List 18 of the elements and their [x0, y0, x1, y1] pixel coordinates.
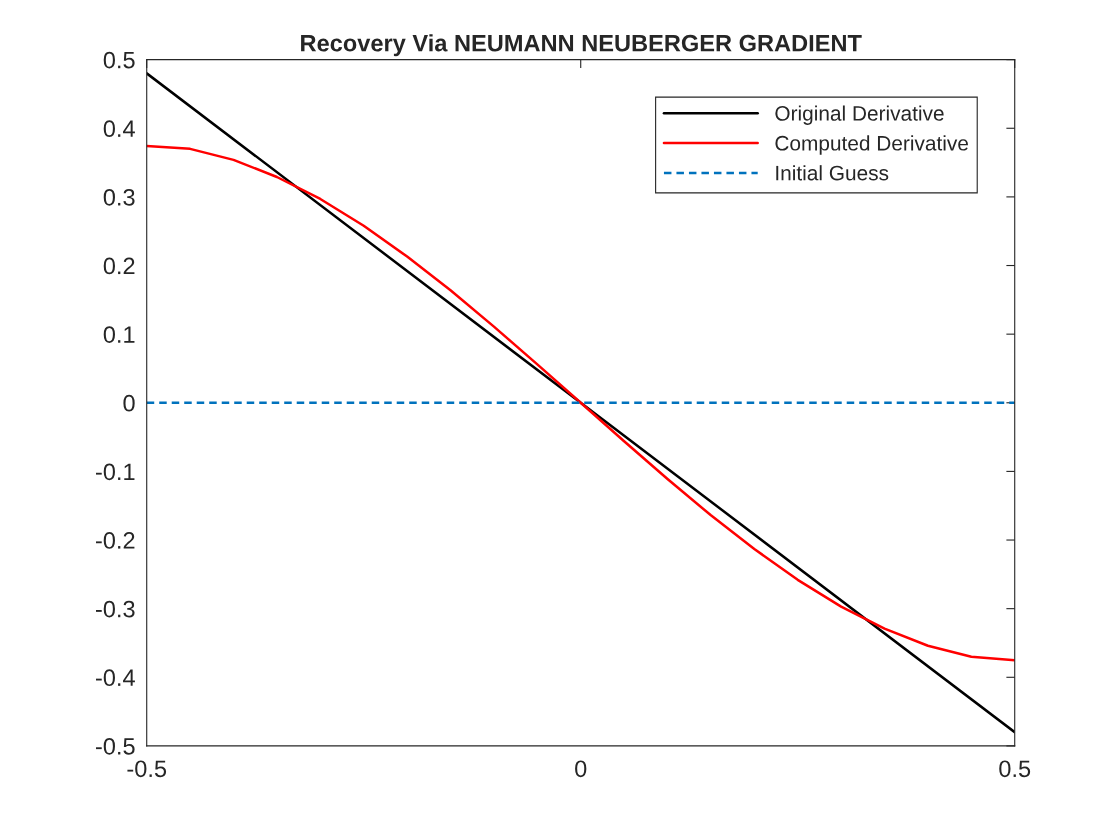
y-tick-label: -0.5 — [95, 737, 135, 755]
x-tick-label: -0.5 — [127, 760, 167, 778]
y-tick-label: 0.2 — [103, 257, 135, 275]
y-tick-label: 0.3 — [103, 188, 135, 206]
y-tick-label: -0.4 — [95, 669, 135, 687]
y-tick-label: -0.1 — [95, 463, 135, 481]
y-tick-label: -0.3 — [95, 600, 135, 618]
x-tick-label: 0.5 — [999, 760, 1031, 778]
y-tick-label: 0.4 — [103, 120, 135, 138]
legend-label: Initial Guess — [776, 165, 889, 181]
legend-label: Computed Derivative — [775, 135, 968, 155]
y-tick-label: -0.2 — [95, 532, 135, 549]
legend-label: Original Derivative — [775, 105, 944, 125]
y-tick-label: 0.5 — [103, 51, 135, 69]
chart-title: Recovery Via NEUMANN NEUBERGER GRADIENT — [301, 34, 862, 57]
y-tick-label: 0.1 — [103, 326, 135, 343]
y-tick-label: 0 — [123, 394, 135, 412]
x-tick-label: 0 — [575, 760, 587, 778]
